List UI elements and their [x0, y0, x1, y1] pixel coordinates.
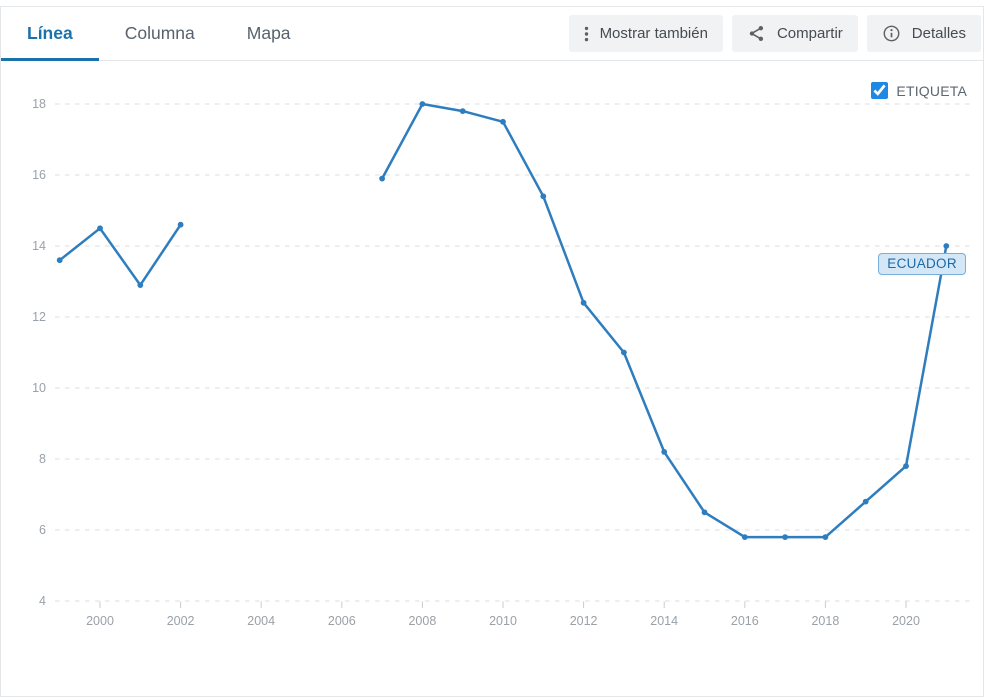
share-button[interactable]: Compartir [731, 15, 858, 52]
chart-type-tabs: Línea Columna Mapa Mostrar también [1, 7, 983, 61]
y-axis-label: 10 [32, 381, 46, 395]
data-point[interactable] [56, 257, 63, 264]
tab-mapa[interactable]: Mapa [221, 7, 317, 60]
data-point[interactable] [741, 534, 748, 540]
kebab-icon [584, 25, 589, 43]
etiqueta-checkbox[interactable] [871, 82, 889, 99]
x-axis-label: 2002 [167, 614, 195, 628]
data-point[interactable] [459, 108, 466, 114]
y-axis-label: 6 [39, 523, 46, 537]
data-point[interactable] [862, 498, 869, 505]
x-axis-label: 2000 [86, 614, 114, 628]
y-axis-label: 18 [32, 97, 46, 111]
label-toggle[interactable]: ETIQUETA [871, 82, 967, 99]
series-label-ecuador[interactable]: ECUADOR [878, 253, 966, 275]
data-point[interactable] [822, 534, 829, 540]
info-icon [882, 24, 901, 43]
toolbar-actions: Mostrar también Compartir [568, 7, 983, 60]
y-axis-label: 14 [32, 239, 46, 253]
show-also-label: Mostrar también [599, 25, 708, 42]
line-chart: 4 6 8 10 12 14 16 18 2000 2002 2004 2006 2008 2010 201… [32, 97, 975, 628]
series-line [58, 223, 182, 287]
series-line [380, 102, 948, 539]
y-axis-label: 4 [39, 594, 46, 608]
data-point[interactable] [500, 118, 506, 125]
data-point[interactable] [903, 463, 909, 469]
x-axis-label: 2014 [650, 614, 678, 628]
y-axis-label: 16 [32, 168, 46, 182]
data-point[interactable] [540, 193, 547, 200]
share-label: Compartir [776, 25, 843, 42]
y-axis-label: 8 [39, 452, 46, 466]
x-axis-label: 2004 [247, 614, 275, 628]
data-point[interactable] [419, 101, 426, 107]
show-also-button[interactable]: Mostrar también [568, 15, 723, 52]
data-point[interactable] [701, 509, 708, 516]
chart-area: 4 6 8 10 12 14 16 18 2000 2002 2004 2006 2008 2010 201… [0, 62, 984, 682]
details-button[interactable]: Detalles [866, 15, 981, 52]
tab-columna-label: Columna [124, 23, 195, 43]
x-axis-label: 2018 [811, 614, 839, 628]
data-point[interactable] [137, 282, 144, 288]
x-axis-label: 2016 [731, 614, 759, 628]
data-point[interactable] [661, 449, 668, 455]
data-point[interactable] [943, 243, 950, 249]
data-point[interactable] [379, 175, 385, 182]
data-point[interactable] [621, 349, 627, 356]
data-point[interactable] [177, 221, 184, 228]
x-axis-label: 2008 [408, 614, 436, 628]
share-icon [747, 24, 766, 43]
data-point[interactable] [580, 299, 587, 306]
etiqueta-label: ETIQUETA [896, 82, 967, 99]
data-point[interactable] [97, 225, 103, 232]
data-point[interactable] [782, 534, 788, 540]
y-axis-label: 12 [32, 310, 46, 324]
tab-linea[interactable]: Línea [1, 7, 99, 61]
x-axis-label: 2006 [328, 614, 356, 628]
tab-linea-label: Línea [27, 23, 73, 43]
tab-columna[interactable]: Columna [99, 7, 221, 60]
x-axis-label: 2012 [570, 614, 598, 628]
details-label: Detalles [911, 25, 966, 42]
x-axis-label: 2020 [892, 614, 920, 628]
tab-mapa-label: Mapa [246, 23, 291, 43]
x-axis-label: 2010 [489, 614, 517, 628]
